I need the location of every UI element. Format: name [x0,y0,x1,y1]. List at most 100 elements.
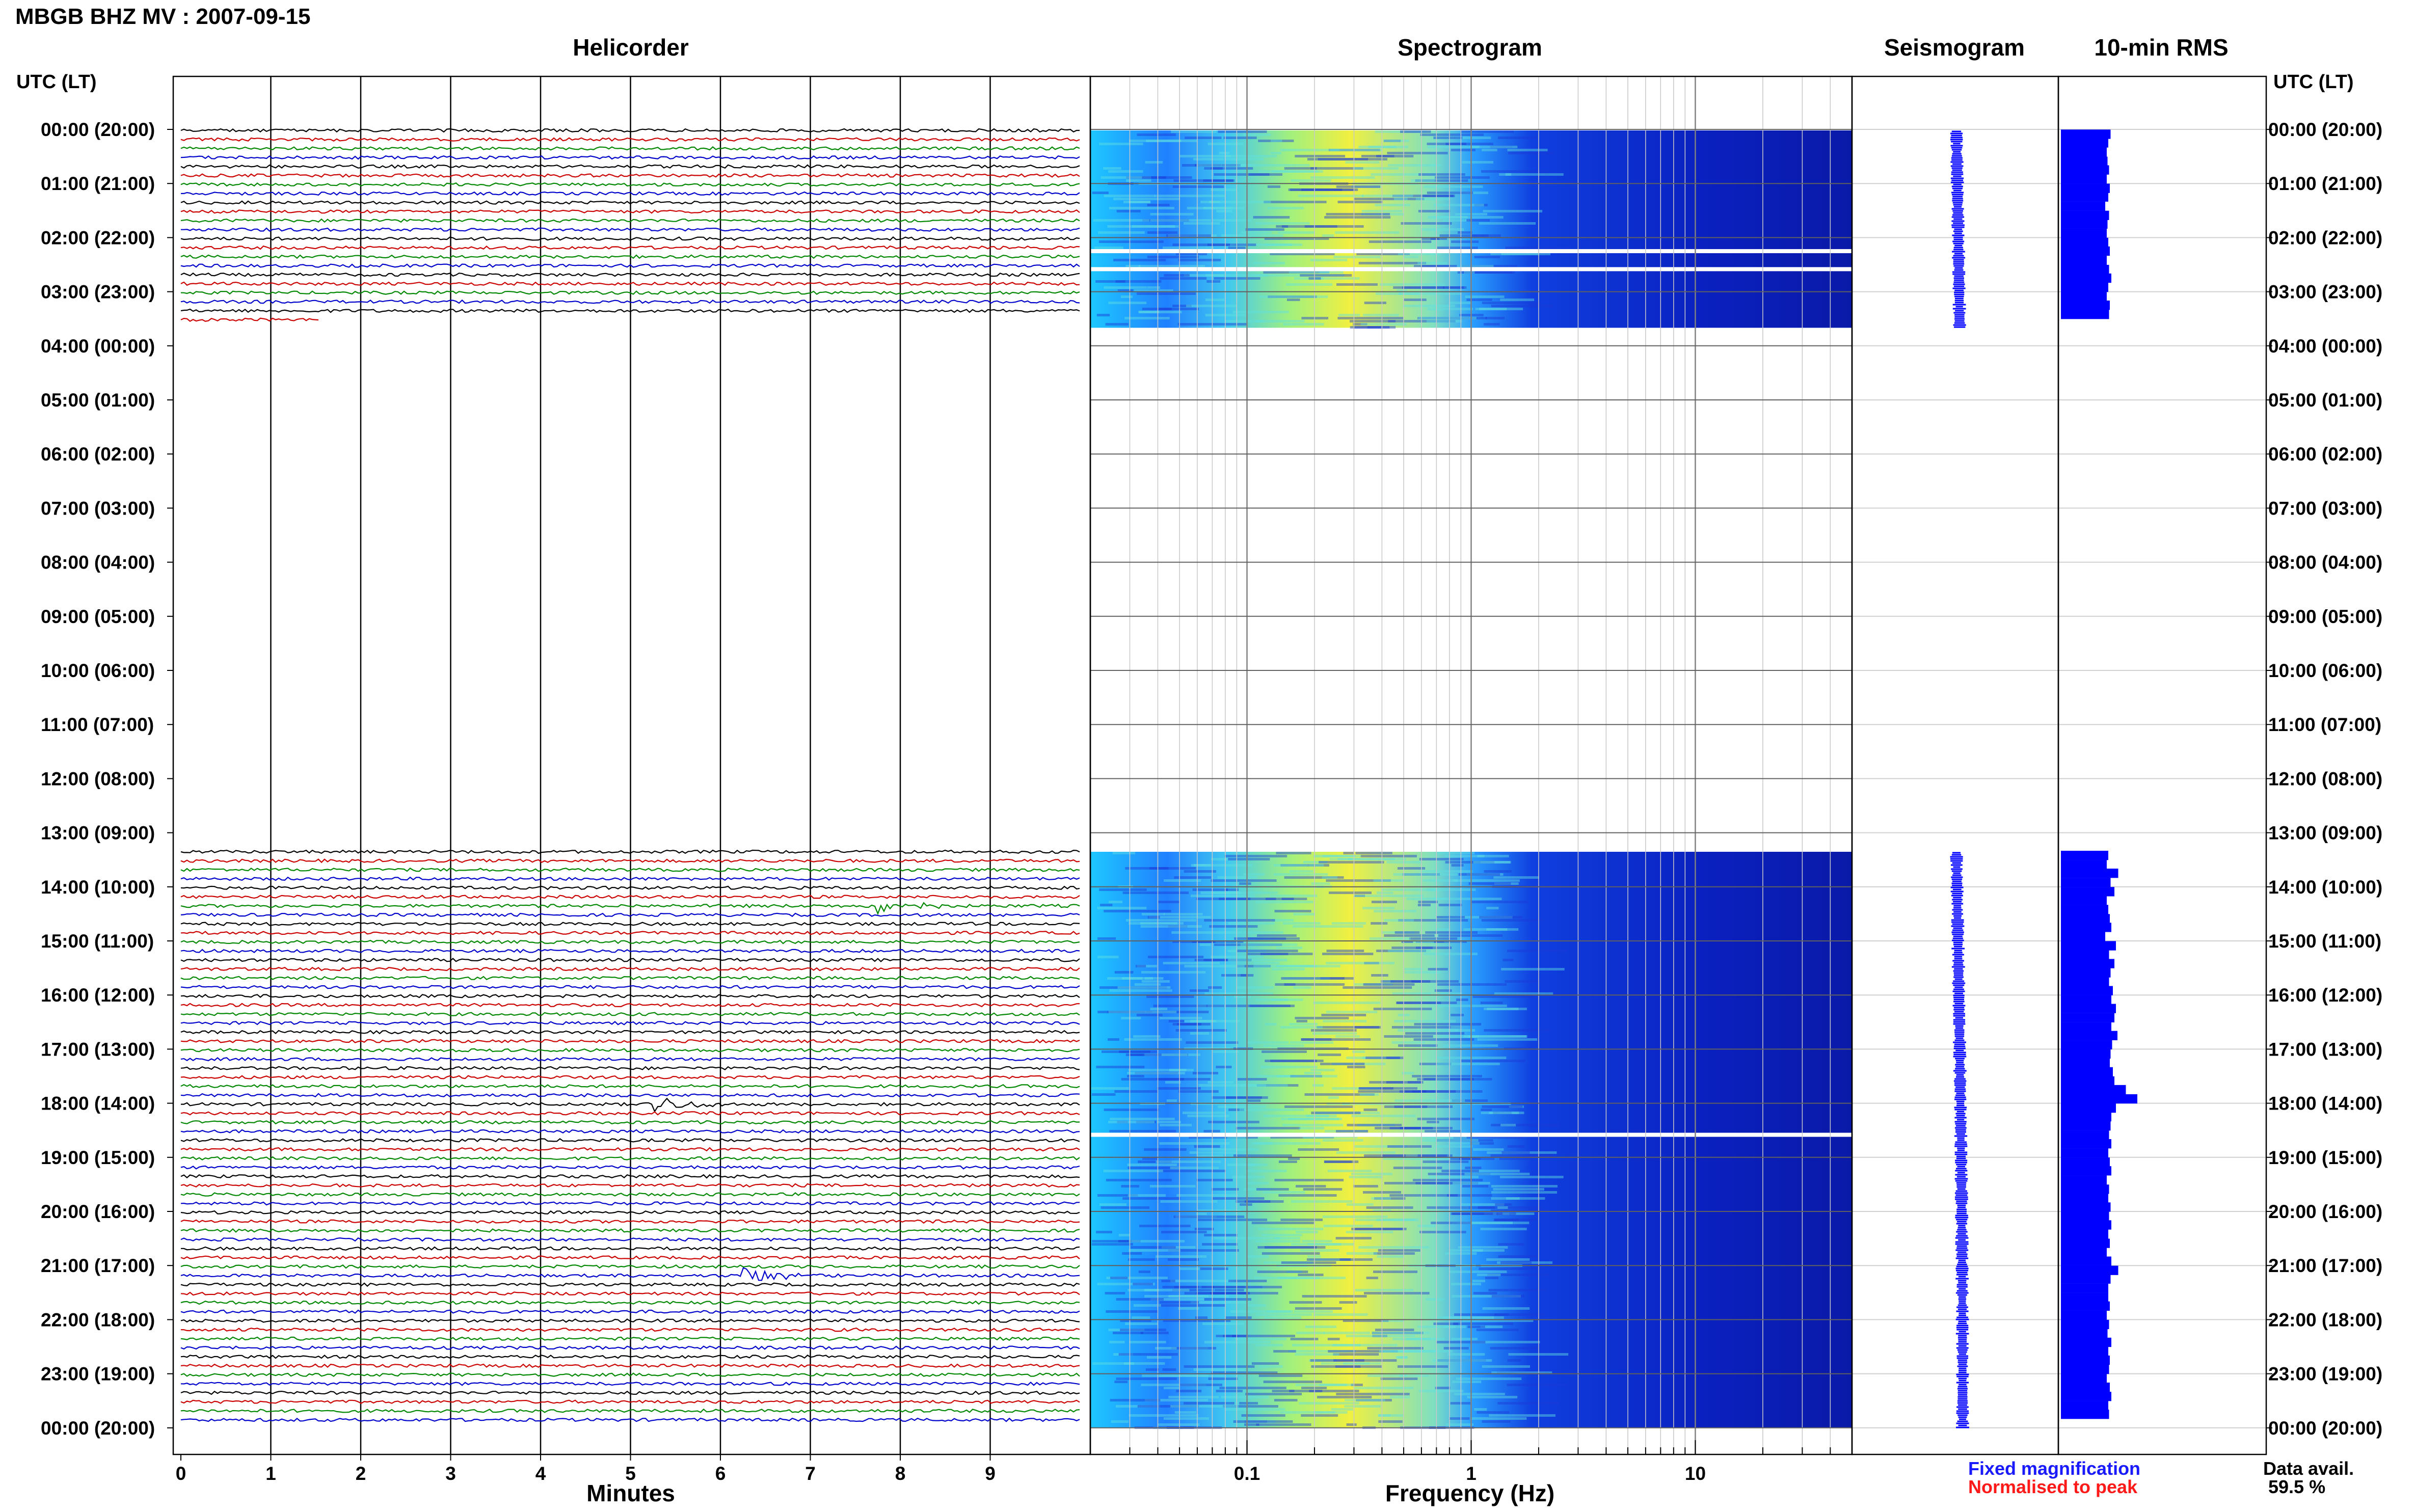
spectrogram-streak [1428,1173,1491,1175]
spectrogram-streak [1323,1225,1373,1227]
time-label-right: 13:00 (09:00) [2268,823,2382,844]
spectrogram-streak [1482,1365,1531,1368]
spectrogram-streak [1289,271,1329,274]
spectrogram-streak [1335,231,1400,234]
spectrogram-streak [1470,1142,1494,1145]
spectrogram-streak [1416,947,1433,949]
spectrogram-streak [1382,1350,1453,1353]
spectrogram-streak [1203,207,1233,209]
spectrogram-streak [1371,922,1388,925]
spectrogram-streak [1499,1176,1564,1178]
spectrogram-streak [1434,898,1502,900]
spectrogram-streak [1355,1145,1407,1148]
spectrogram-streak [1182,164,1221,167]
spectrogram-streak [1113,1332,1143,1334]
spectrogram-streak [1211,188,1237,191]
spectrogram-streak [1240,1203,1252,1206]
spectrogram-streak [1255,901,1313,903]
spectrogram-streak [1171,931,1243,934]
spectrogram-streak [1099,1203,1126,1206]
spectrogram-streak [1351,1384,1363,1386]
spectrogram-streak [1142,1157,1158,1160]
spectrogram-streak [1263,271,1330,274]
spectrogram-streak [1419,858,1464,860]
rms-bar [2061,905,2108,914]
minute-tick-label: 2 [356,1463,366,1484]
spectrogram-streak [1313,1313,1368,1316]
spectrogram-streak [1473,861,1510,863]
helicorder-trace [181,191,1080,196]
time-label-left: 12:00 (08:00) [41,768,155,789]
spectrogram-streak [1335,1130,1369,1132]
spectrogram-streak [1310,176,1375,179]
rms-bar [2061,1067,2113,1077]
spectrogram-streak [1437,1359,1486,1362]
spectrogram-streak [1445,1423,1473,1426]
spectrogram-streak [1289,1390,1359,1392]
spectrogram-streak [1196,1154,1223,1157]
spectrogram-streak [1451,1338,1478,1340]
spectrogram-streak [1135,965,1146,967]
spectrogram-streak [1145,1368,1159,1371]
rms-bar [2061,1112,2111,1122]
minute-tick-label: 5 [625,1463,636,1484]
spectrogram-streak [1484,1008,1527,1010]
spectrogram-streak [1108,170,1143,173]
spectrogram-streak [1156,1160,1221,1163]
rms-bar [2061,1031,2117,1040]
spectrogram-streak [1352,1050,1365,1053]
spectrogram-streak [1322,876,1337,879]
spectrogram-streak [1175,253,1208,255]
helicorder-trace [180,993,1080,998]
spectrogram-streak [1225,1005,1295,1007]
spectrogram-streak [1453,879,1520,882]
spectrogram-streak [1119,1329,1166,1331]
time-label-left: 04:00 (00:00) [41,336,155,357]
spectrogram-streak [1173,1216,1245,1218]
spectrogram-streak [1354,198,1425,200]
spectrogram-streak [1351,1173,1392,1175]
rms-bar [2061,932,2105,941]
spectrogram-streak [1353,326,1396,329]
spectrogram-streak [1237,950,1298,952]
spectrogram-streak [1437,1057,1507,1059]
spectrogram-streak [1442,916,1513,919]
spectrogram-streak [1421,265,1451,267]
spectrogram-streak [1393,1167,1442,1169]
spectrogram-streak [1404,968,1423,970]
spectrogram-streak [1168,1396,1219,1398]
helicorder-trace [180,1267,1080,1281]
spectrogram-streak [1101,176,1151,179]
spectrogram-streak [1472,995,1535,998]
spectrogram-streak [1196,1179,1233,1181]
time-label-right: 15:00 (11:00) [2268,931,2381,952]
spectrogram-streak [1257,1271,1308,1273]
spectrogram-streak [1176,1194,1238,1197]
spectrogram-streak [1221,164,1238,167]
spectrogram-streak [1258,140,1294,142]
time-label-right: 14:00 (10:00) [2268,877,2382,898]
spectrogram-streak [1427,888,1476,891]
spectrogram-streak [1232,1176,1265,1178]
spectrogram-streak [1337,317,1404,319]
spectrogram-streak [1497,1402,1559,1405]
spectrogram-streak [1325,1130,1367,1132]
spectrogram-streak [1317,1396,1372,1398]
spectrogram-streak [1466,873,1504,876]
spectrogram-streak [1132,225,1179,228]
spectrogram-streak [1117,1121,1128,1123]
spectrogram-streak [1355,1289,1414,1291]
spectrogram-streak [1418,901,1438,903]
spectrogram-streak [1293,986,1312,989]
spectrogram-streak [1336,185,1381,188]
spectrogram-streak [1486,907,1499,909]
spectrogram-streak [1187,207,1245,209]
spectrogram-streak [1163,247,1214,249]
spectrogram-streak [1365,1057,1400,1059]
spectrogram-streak [1405,1032,1465,1035]
spectrogram-streak [1292,925,1363,928]
spectrogram-streak [1494,1219,1519,1221]
spectrogram-streak [1313,1411,1336,1414]
spectrogram-streak [1372,1332,1424,1334]
minutes-axis-title: Minutes [586,1480,675,1506]
